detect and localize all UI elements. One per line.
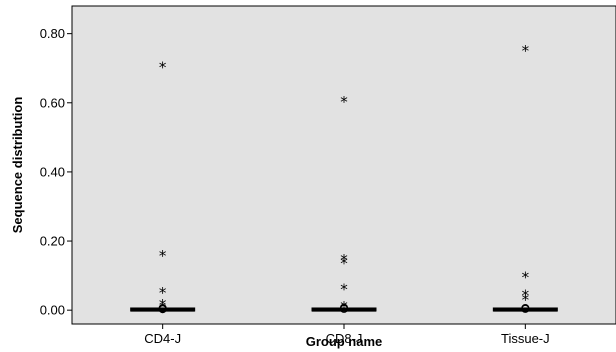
x-tick-label: CD8-J	[326, 331, 363, 346]
extreme-point: *	[159, 296, 167, 314]
extreme-point: *	[340, 298, 348, 316]
x-tick-label: Tissue-J	[501, 331, 550, 346]
outlier-point	[521, 304, 530, 313]
extreme-point: *	[340, 93, 348, 111]
extreme-point: *	[340, 281, 348, 299]
outlier-point	[339, 303, 349, 312]
extreme-point: *	[159, 58, 167, 76]
extreme-point: *	[522, 42, 530, 60]
box-group: ****	[130, 58, 196, 314]
extreme-point: *	[159, 284, 167, 302]
x-tick-label: CD4-J	[144, 331, 181, 346]
extreme-point: *	[340, 254, 348, 272]
y-tick-label: 0.00	[40, 303, 65, 318]
boxes-layer: *************	[130, 42, 558, 316]
x-axis: CD4-J CD8-J Tissue-J	[144, 324, 550, 346]
y-tick-label: 0.80	[40, 26, 65, 41]
extreme-point: *	[522, 268, 530, 286]
box-group: *****	[311, 93, 377, 316]
extreme-point: *	[340, 251, 348, 269]
extreme-point: *	[159, 247, 167, 265]
plot-background	[71, 5, 616, 325]
box-group: ****	[492, 42, 558, 313]
y-axis: 0.00 0.20 0.40 0.60 0.80	[40, 26, 72, 318]
outlier-point	[158, 304, 167, 313]
y-tick-label: 0.20	[40, 234, 65, 249]
y-tick-label: 0.40	[40, 164, 65, 179]
y-tick-label: 0.60	[40, 95, 65, 110]
extreme-point: *	[522, 291, 530, 309]
x-axis-title: Group name	[306, 334, 383, 349]
y-axis-title: Sequence distribution	[10, 97, 25, 234]
extreme-point: *	[522, 287, 530, 305]
